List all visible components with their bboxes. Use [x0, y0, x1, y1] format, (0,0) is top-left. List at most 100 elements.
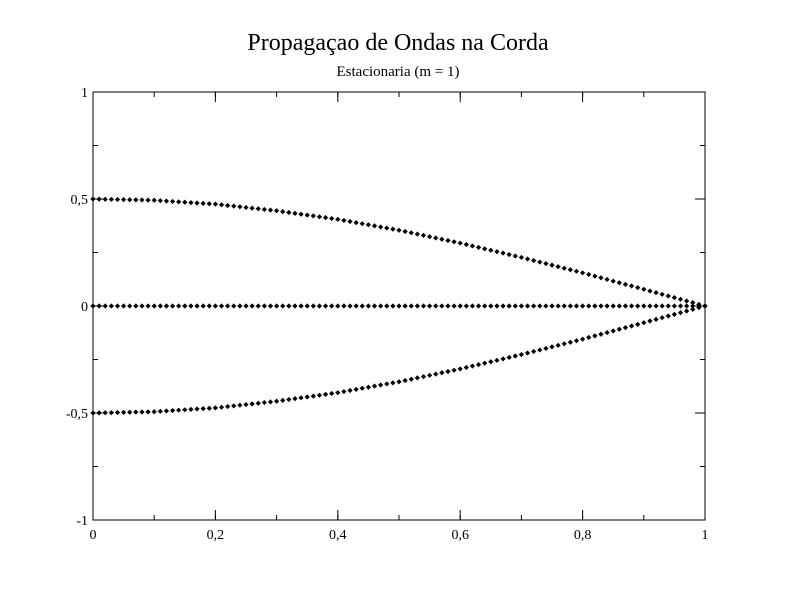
data-point — [194, 303, 200, 309]
data-point — [286, 303, 292, 309]
data-point — [512, 303, 518, 309]
data-point — [653, 316, 659, 322]
data-point — [469, 243, 476, 249]
data-point — [255, 206, 261, 212]
data-point — [212, 405, 218, 411]
data-point — [677, 296, 684, 302]
data-point — [567, 339, 573, 345]
data-point — [635, 285, 641, 291]
data-point — [647, 318, 653, 324]
data-point — [139, 303, 145, 309]
data-point — [555, 264, 561, 270]
data-point — [580, 270, 586, 276]
data-point — [347, 218, 353, 225]
data-point — [506, 303, 512, 309]
data-point — [622, 303, 629, 309]
data-point — [414, 231, 420, 237]
data-point — [384, 225, 390, 231]
data-point — [322, 303, 329, 309]
data-point — [371, 223, 378, 229]
data-point — [598, 275, 604, 281]
data-point — [561, 341, 567, 347]
data-point — [249, 401, 255, 407]
y-tick-label: 0 — [81, 300, 88, 315]
data-point — [133, 303, 139, 309]
data-point — [347, 303, 353, 309]
data-point — [353, 303, 359, 309]
data-point — [628, 283, 635, 289]
data-point — [261, 399, 267, 406]
data-point — [163, 198, 170, 204]
data-point — [408, 303, 414, 309]
data-point — [592, 273, 598, 279]
data-point — [408, 376, 414, 382]
data-point — [555, 303, 561, 309]
data-point — [690, 303, 696, 309]
y-tick-label: -1 — [76, 514, 88, 529]
data-point — [316, 214, 323, 220]
data-point — [616, 303, 622, 309]
data-point — [518, 254, 524, 261]
data-point — [194, 200, 200, 206]
data-point — [610, 328, 616, 334]
data-point — [274, 208, 280, 214]
data-point — [108, 303, 114, 309]
data-point — [274, 303, 280, 309]
data-point — [145, 409, 151, 415]
data-point — [567, 303, 573, 309]
data-point — [433, 235, 439, 241]
data-point — [463, 241, 469, 248]
data-point — [561, 303, 567, 309]
data-point — [212, 201, 218, 207]
data-point — [188, 406, 194, 413]
data-point — [157, 303, 163, 309]
data-point — [628, 323, 635, 329]
data-point — [610, 278, 616, 284]
data-point — [359, 303, 365, 309]
data-point — [151, 197, 157, 203]
data-point — [543, 260, 549, 267]
data-point — [684, 308, 690, 314]
data-point — [322, 391, 329, 397]
data-point — [182, 303, 188, 309]
data-point — [390, 303, 396, 309]
data-point — [127, 303, 133, 309]
data-point — [316, 392, 323, 398]
data-point — [665, 293, 671, 299]
data-point — [145, 303, 151, 309]
data-point — [274, 398, 280, 404]
data-point — [267, 207, 274, 213]
data-point — [531, 257, 537, 264]
data-point — [371, 383, 378, 389]
data-point — [225, 403, 231, 410]
data-point — [176, 407, 182, 413]
data-point — [500, 303, 506, 309]
data-point — [396, 227, 402, 233]
data-point — [524, 350, 531, 356]
data-point — [622, 325, 629, 331]
data-point — [592, 333, 598, 339]
data-point — [543, 303, 549, 309]
data-point — [286, 396, 292, 403]
data-point — [292, 303, 298, 309]
data-point — [310, 303, 316, 309]
data-point — [108, 410, 114, 416]
data-point — [543, 345, 549, 352]
data-point — [329, 303, 335, 309]
data-point — [463, 303, 469, 309]
data-point — [96, 303, 102, 309]
data-point — [420, 232, 427, 238]
y-tick-label: 1 — [81, 86, 88, 101]
data-point — [188, 199, 194, 206]
data-point — [231, 203, 237, 209]
data-point — [390, 380, 396, 386]
data-point — [684, 303, 690, 309]
data-point — [427, 372, 433, 378]
data-point — [500, 356, 506, 362]
data-point — [218, 303, 225, 309]
x-tick-label: 0,8 — [574, 528, 592, 543]
data-point — [482, 360, 488, 366]
data-point — [439, 370, 445, 376]
data-point — [500, 250, 506, 256]
